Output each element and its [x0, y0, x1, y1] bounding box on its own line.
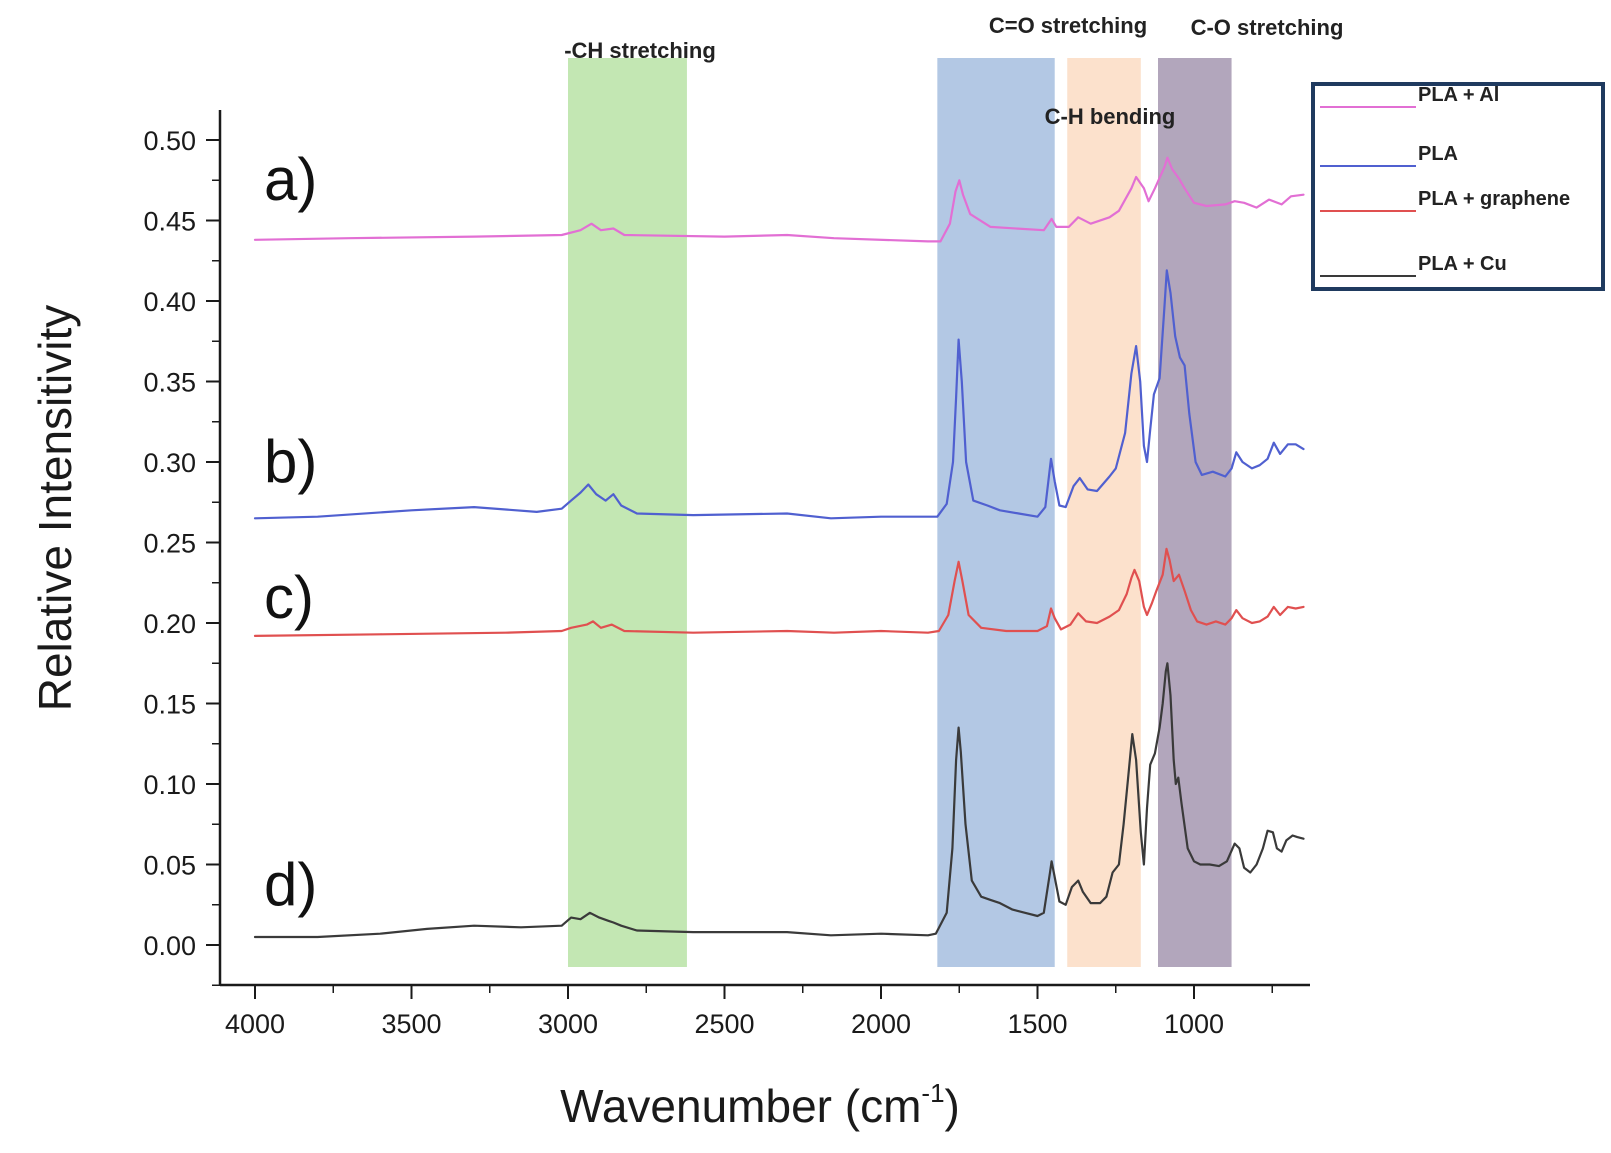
series-line-2: [253, 547, 1305, 637]
y-tick-label-0.35: 0.35: [143, 368, 196, 398]
y-tick-label-0.30: 0.30: [143, 448, 196, 478]
panel-label-2: c): [264, 564, 314, 631]
y-axis-label: Relative Intensitivity: [29, 305, 81, 712]
x-tick-label-4000: 4000: [225, 1009, 285, 1039]
y-tick-label-0.45: 0.45: [143, 207, 196, 237]
y-tick-label-0.00: 0.00: [143, 931, 196, 961]
legend-label-0: PLA + Al: [1418, 84, 1499, 106]
band-label-1: C=O stretching: [989, 13, 1147, 38]
panel-label-3: d): [264, 851, 317, 918]
band-label-3: C-O stretching: [1191, 15, 1344, 40]
series-line-0: [253, 156, 1305, 243]
band-2: [1067, 58, 1141, 967]
legend-label-2: PLA + graphene: [1418, 188, 1570, 210]
x-axis-label-close: ): [945, 1080, 960, 1132]
y-tick-label-0.05: 0.05: [143, 851, 196, 881]
tick-marks: 4000 3500 3000 2500 2000 1500 1000 0.00 0.05 0.10…: [143, 126, 1273, 1039]
legend-box: [1311, 82, 1605, 291]
panel-label-0: a): [264, 146, 317, 213]
band-and-panel-labels: -CH stretching C=O stretching C-H bending C…: [264, 13, 1343, 918]
y-tick-label-0.50: 0.50: [143, 126, 196, 156]
x-tick-label-1000: 1000: [1164, 1009, 1224, 1039]
band-0: [568, 58, 687, 967]
x-axis-label-main: Wavenumber (cm: [560, 1080, 921, 1132]
x-axis-label: Wavenumber (cm-1): [560, 1078, 960, 1132]
spectra-lines: [253, 156, 1305, 939]
legend-label-3: PLA + Cu: [1418, 253, 1507, 275]
x-axis-label-superscript: -1: [921, 1078, 944, 1108]
band-label-2: C-H bending: [1045, 104, 1176, 129]
panel-label-1: b): [264, 428, 317, 495]
band-1: [937, 58, 1055, 967]
legend-label-1: PLA: [1418, 143, 1458, 165]
x-tick-label-2500: 2500: [694, 1009, 754, 1039]
legend: PLA + Al PLA PLA + graphene PLA + Cu: [1311, 82, 1605, 291]
band-3: [1158, 58, 1232, 967]
y-tick-label-0.10: 0.10: [143, 770, 196, 800]
legend-entries: PLA + Al PLA PLA + graphene PLA + Cu: [1320, 84, 1570, 277]
absorption-bands: [568, 58, 1232, 967]
y-tick-label-0.20: 0.20: [143, 609, 196, 639]
series-line-3: [253, 662, 1305, 939]
x-tick-label-3500: 3500: [381, 1009, 441, 1039]
x-tick-label-3000: 3000: [538, 1009, 598, 1039]
x-tick-label-1500: 1500: [1007, 1009, 1067, 1039]
x-tick-label-2000: 2000: [851, 1009, 911, 1039]
band-label-0: -CH stretching: [564, 38, 716, 63]
y-tick-label-0.15: 0.15: [143, 690, 196, 720]
y-tick-label-0.25: 0.25: [143, 529, 196, 559]
axes: [218, 110, 1310, 987]
series-line-1: [253, 269, 1305, 520]
y-tick-label-0.40: 0.40: [143, 287, 196, 317]
